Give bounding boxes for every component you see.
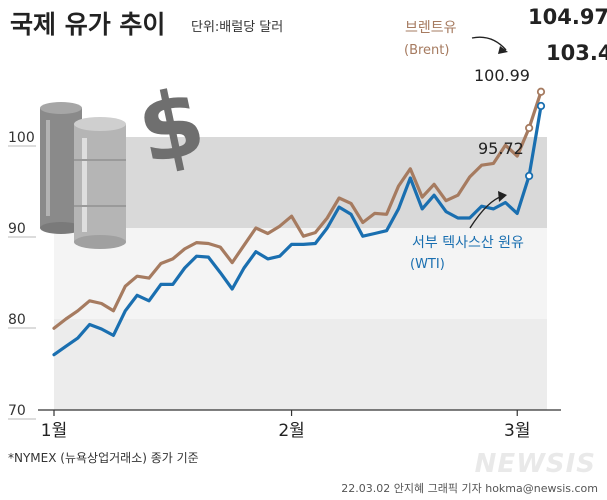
oil-barrel-icon bbox=[40, 102, 126, 249]
watermark-logo: NEWSIS bbox=[475, 449, 596, 479]
y-tick-label: 100 bbox=[8, 130, 35, 146]
brent-label-arrow bbox=[471, 36, 507, 51]
x-axis: 1월 2월 3월 bbox=[41, 410, 530, 441]
background-band bbox=[54, 319, 547, 410]
unit-label: 단위:배럴당 달러 bbox=[191, 20, 283, 35]
x-tick-label: 1월 bbox=[41, 421, 67, 441]
wti-series-label: 서부 텍사스산 원유 bbox=[412, 235, 524, 251]
series-lines bbox=[52, 87, 546, 357]
wti-callout-latest: 103.41 bbox=[546, 41, 607, 65]
wti-callout-point bbox=[536, 101, 546, 111]
wti-price-line bbox=[52, 104, 543, 357]
credit-line: 22.03.02 안지혜 그래픽 기자 hokma@newsis.com bbox=[341, 482, 598, 495]
brent-callout-point bbox=[536, 87, 546, 96]
x-tick-label: 3월 bbox=[504, 421, 530, 441]
wti-series-sublabel: (WTI) bbox=[410, 257, 445, 272]
brent-price-line bbox=[52, 90, 543, 330]
brent-series-label: 브렌트유 bbox=[405, 20, 457, 36]
brent-label-arrowhead bbox=[498, 46, 508, 54]
brent-series-sublabel: (Brent) bbox=[404, 43, 449, 58]
background-bands bbox=[54, 137, 547, 410]
brent-callout-previous: 100.99 bbox=[474, 66, 530, 85]
page-title: 국제 유가 추이 bbox=[10, 10, 165, 39]
brent-callout-latest: 104.97 bbox=[528, 5, 607, 29]
brent-callout-point bbox=[525, 123, 534, 133]
y-tick-label: 80 bbox=[8, 312, 26, 328]
wti-callout-point bbox=[525, 171, 534, 181]
y-axis: 70 80 90 100 bbox=[8, 130, 36, 420]
y-tick-label: 70 bbox=[8, 403, 26, 419]
y-tick-label: 90 bbox=[8, 221, 26, 237]
x-tick-label: 2월 bbox=[278, 421, 304, 441]
wti-label-arrowhead bbox=[498, 191, 507, 202]
wti-callout-previous: 95.72 bbox=[478, 139, 524, 158]
source-note: *NYMEX (뉴욕상업거래소) 종가 기준 bbox=[8, 451, 199, 465]
